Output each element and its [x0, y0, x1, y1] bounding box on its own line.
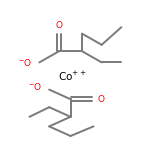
Text: $^{-}$O: $^{-}$O	[18, 57, 32, 68]
Text: O: O	[98, 95, 105, 104]
Text: Co$^{++}$: Co$^{++}$	[58, 70, 86, 83]
Text: $^{-}$O: $^{-}$O	[28, 81, 42, 92]
Text: O: O	[56, 21, 62, 30]
